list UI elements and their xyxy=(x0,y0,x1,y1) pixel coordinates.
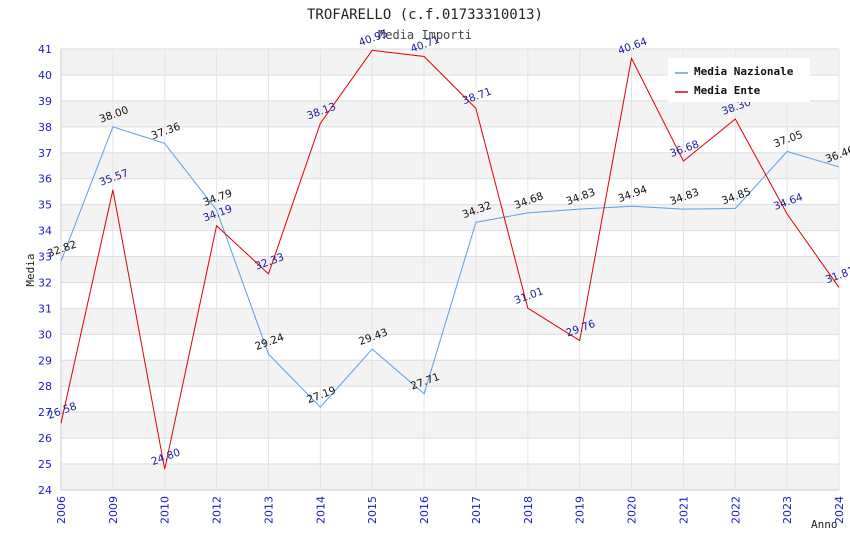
series-line-ente xyxy=(60,49,840,470)
x-tick-label: 2013 xyxy=(262,496,275,524)
x-tick-label: 2024 xyxy=(833,496,846,524)
x-tick-label: 2016 xyxy=(418,496,431,524)
grid-bands xyxy=(61,49,839,490)
y-tick-label: 37 xyxy=(38,147,52,160)
legend-label-nazionale: Media Nazionale xyxy=(694,65,794,78)
chart-title: TROFARELLO (c.f.01733310013) xyxy=(307,7,543,23)
x-tick-label: 2006 xyxy=(55,496,68,524)
legend-label-ente: Media Ente xyxy=(694,84,761,97)
y-tick-label: 32 xyxy=(38,276,52,289)
data-label-nazionale: 34.85 xyxy=(720,186,752,208)
x-tick-label: 2014 xyxy=(314,496,327,524)
grid-band xyxy=(61,308,839,335)
grid-band xyxy=(61,152,839,179)
data-label-ente: 31.01 xyxy=(513,285,545,307)
data-label-nazionale: 37.05 xyxy=(772,129,804,151)
grid-band xyxy=(61,100,839,127)
y-tick-label: 41 xyxy=(38,43,52,56)
x-tick-label: 2018 xyxy=(522,496,535,524)
y-axis-ticks: 24 25 26 27 28 29 30 31 32 33 34 35 36 37 38 39 40 41 xyxy=(38,43,52,497)
x-axis-ticks: 2006 2009 2010 2012 2013 2014 2015 2016 2017 2018… xyxy=(55,496,846,524)
y-tick-label: 40 xyxy=(38,69,52,82)
legend: Media Nazionale Media Ente xyxy=(668,58,810,102)
x-tick-label: 2019 xyxy=(574,496,587,524)
y-tick-label: 24 xyxy=(38,484,52,497)
y-tick-label: 38 xyxy=(38,121,52,134)
series-lines xyxy=(60,49,840,470)
grid-band xyxy=(61,412,839,439)
x-tick-label: 2020 xyxy=(626,496,639,524)
grid-band xyxy=(61,360,839,387)
y-axis-title: Media xyxy=(24,253,37,286)
x-tick-label: 2023 xyxy=(781,496,794,524)
chart-subtitle: Media Importi xyxy=(378,28,472,42)
y-tick-label: 31 xyxy=(38,302,52,315)
series-line-nazionale xyxy=(60,126,840,408)
y-tick-label: 26 xyxy=(38,432,52,445)
y-tick-label: 34 xyxy=(38,225,52,238)
y-tick-label: 39 xyxy=(38,95,52,108)
x-tick-label: 2009 xyxy=(107,496,120,524)
x-tick-label: 2010 xyxy=(159,496,172,524)
data-label-nazionale: 27.19 xyxy=(305,385,337,407)
x-tick-label: 2021 xyxy=(677,496,690,524)
data-label-ente: 40.95 xyxy=(357,28,389,50)
y-tick-label: 35 xyxy=(38,199,52,212)
x-tick-label: 2015 xyxy=(366,496,379,524)
grid-band xyxy=(61,256,839,283)
x-tick-label: 2022 xyxy=(729,496,742,524)
y-tick-label: 25 xyxy=(38,458,52,471)
y-tick-label: 36 xyxy=(38,173,52,186)
y-tick-label: 28 xyxy=(38,380,52,393)
x-axis-title: Anno xyxy=(811,518,838,531)
data-label-nazionale: 34.94 xyxy=(616,183,649,205)
x-tick-label: 2017 xyxy=(470,496,483,524)
y-tick-label: 30 xyxy=(38,328,52,341)
y-tick-label: 27 xyxy=(38,406,52,419)
legend-box xyxy=(668,58,810,102)
x-tick-label: 2012 xyxy=(211,496,224,524)
grid-lines xyxy=(60,48,840,491)
grid-band xyxy=(61,464,839,490)
y-tick-label: 33 xyxy=(38,251,52,264)
y-tick-label: 29 xyxy=(38,354,52,367)
